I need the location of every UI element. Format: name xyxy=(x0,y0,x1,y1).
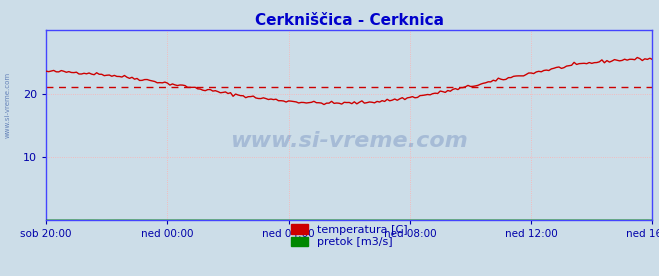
Text: www.si-vreme.com: www.si-vreme.com xyxy=(231,131,468,151)
Title: Cerkniščica - Cerknica: Cerkniščica - Cerknica xyxy=(255,13,444,28)
Text: www.si-vreme.com: www.si-vreme.com xyxy=(5,72,11,138)
Legend: temperatura [C], pretok [m3/s]: temperatura [C], pretok [m3/s] xyxy=(288,221,411,251)
